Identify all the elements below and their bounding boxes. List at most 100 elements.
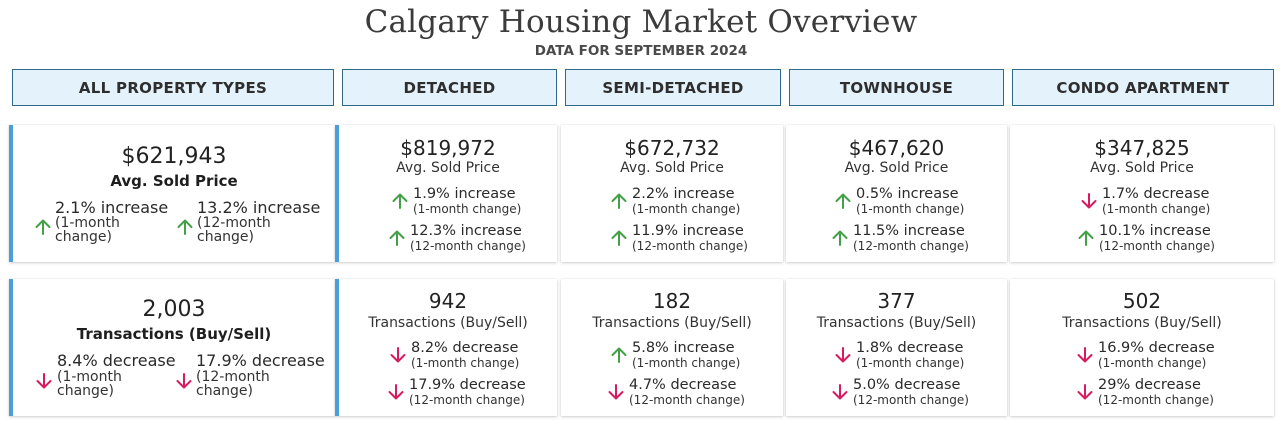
all-tx-12m-sub1: (12-month <box>196 369 270 385</box>
all-tx-1m-sub2: change) <box>57 383 114 399</box>
arrow-up-icon <box>1078 230 1094 246</box>
change-pct: 16.9% decrease <box>1098 340 1215 356</box>
arrow-up-icon <box>35 219 51 235</box>
change-sub: (1-month change) <box>856 201 965 216</box>
all-price-1m-sub1: (1-month <box>55 215 120 231</box>
tx-value: 942 <box>428 289 468 313</box>
tx-label: Transactions (Buy/Sell) <box>816 315 977 331</box>
change-sub: (12-month change) <box>1098 392 1214 407</box>
arrow-up-icon <box>389 230 405 246</box>
change-1m: 2.2% increase (1-month change) <box>610 187 740 215</box>
arrow-up-icon <box>177 219 193 235</box>
price-value: $347,825 <box>1094 136 1190 160</box>
townhouse-tx-card: 377 Transactions (Buy/Sell) 1.8% decreas… <box>786 279 1007 416</box>
change-pct: 1.7% decrease <box>1102 186 1210 202</box>
tx-label: Transactions (Buy/Sell) <box>592 315 752 331</box>
price-label: Avg. Sold Price <box>1090 160 1194 176</box>
arrow-down-icon <box>388 383 404 400</box>
change-12m: 17.9% decrease (12-month change) <box>387 378 526 406</box>
change-12m: 11.5% increase (12-month change) <box>831 224 969 252</box>
all-price-12m-pct: 13.2% increase <box>197 198 321 217</box>
change-sub: (1-month change) <box>632 201 741 216</box>
townhouse-price-card: $467,620 Avg. Sold Price 0.5% increase (1… <box>786 125 1007 262</box>
change-sub: (12-month change) <box>629 392 745 407</box>
detached-price-card: $819,972 Avg. Sold Price 1.9% increase (1… <box>335 125 557 262</box>
arrow-down-icon <box>832 383 848 400</box>
change-1m: 1.8% decrease (1-month change) <box>834 341 964 369</box>
change-1m: 1.7% decrease (1-month change) <box>1080 187 1210 215</box>
arrow-down-icon <box>835 346 851 363</box>
change-sub: (1-month change) <box>632 355 741 370</box>
change-12m: 12.3% increase (12-month change) <box>388 224 526 252</box>
page-title: Calgary Housing Market Overview <box>364 4 918 40</box>
page-subtitle: DATA FOR SEPTEMBER 2024 <box>534 43 748 59</box>
arrow-up-icon <box>611 230 627 246</box>
change-pct: 1.8% decrease <box>856 340 964 356</box>
all-tx-label: Transactions (Buy/Sell) <box>76 325 272 343</box>
tx-label: Transactions (Buy/Sell) <box>368 315 528 331</box>
change-12m: 29% decrease (12-month change) <box>1076 378 1214 406</box>
arrow-up-icon <box>832 230 848 246</box>
all-price-12m-sub2: change) <box>197 229 254 245</box>
condo-price-card: $347,825 Avg. Sold Price 1.7% decrease (1… <box>1010 125 1274 262</box>
header-townhouse: TOWNHOUSE <box>789 69 1004 106</box>
change-pct: 17.9% decrease <box>409 377 526 393</box>
price-value: $672,732 <box>624 136 720 160</box>
change-sub: (1-month change) <box>1098 355 1207 370</box>
change-pct: 2.2% increase <box>632 186 735 202</box>
change-pct: 29% decrease <box>1098 377 1201 393</box>
change-sub: (12-month change) <box>1099 238 1215 253</box>
change-1m: 0.5% increase (1-month change) <box>834 187 964 215</box>
change-1m: 16.9% decrease (1-month change) <box>1076 341 1215 369</box>
arrow-down-icon <box>176 373 192 389</box>
change-12m: 11.9% increase (12-month change) <box>610 224 748 252</box>
tx-value: 377 <box>877 289 916 313</box>
price-value: $819,972 <box>400 136 496 160</box>
arrow-down-icon <box>390 346 406 363</box>
arrow-up-icon <box>392 193 408 209</box>
change-1m: 5.8% increase (1-month change) <box>610 341 740 369</box>
change-sub: (12-month change) <box>853 238 969 253</box>
change-pct: 12.3% increase <box>410 223 522 239</box>
all-tx-card: 2,003 Transactions (Buy/Sell) 8.4% decre… <box>9 279 335 416</box>
change-pct: 5.8% increase <box>632 340 735 356</box>
change-sub: (12-month change) <box>410 238 526 253</box>
change-12m: 4.7% decrease (12-month change) <box>607 378 745 406</box>
semi-detached-price-card: $672,732 Avg. Sold Price 2.2% increase (1… <box>561 125 783 262</box>
change-sub: (1-month change) <box>856 355 965 370</box>
tx-label: Transactions (Buy/Sell) <box>1062 315 1222 331</box>
header-detached: DETACHED <box>342 69 557 106</box>
change-pct: 11.5% increase <box>853 223 965 239</box>
price-value: $467,620 <box>848 136 945 160</box>
change-sub: (1-month change) <box>411 355 520 370</box>
change-sub: (1-month change) <box>1102 201 1211 216</box>
change-pct: 10.1% increase <box>1099 223 1211 239</box>
change-pct: 0.5% increase <box>856 186 959 202</box>
arrow-down-icon <box>1077 383 1093 400</box>
change-1m: 1.9% increase (1-month change) <box>391 187 521 215</box>
change-sub: (1-month change) <box>413 201 522 216</box>
arrow-up-icon <box>611 193 627 209</box>
change-sub: (12-month change) <box>632 238 748 253</box>
change-pct: 1.9% increase <box>413 186 516 202</box>
change-sub: (12-month change) <box>853 392 969 407</box>
all-tx-value: 2,003 <box>142 297 206 322</box>
change-pct: 5.0% decrease <box>853 377 961 393</box>
change-sub: (12-month change) <box>409 392 525 407</box>
tx-value: 502 <box>1122 289 1162 313</box>
arrow-down-icon <box>608 383 624 400</box>
all-tx-12m-pct: 17.9% decrease <box>196 351 325 370</box>
arrow-down-icon <box>36 373 52 389</box>
arrow-up-icon <box>835 193 851 209</box>
change-pct: 8.2% decrease <box>411 340 519 356</box>
arrow-down-icon <box>1081 192 1097 209</box>
change-12m: 10.1% increase (12-month change) <box>1077 224 1215 252</box>
arrow-down-icon <box>1077 346 1093 363</box>
header-semi-detached: SEMI-DETACHED <box>565 69 781 106</box>
change-12m: 5.0% decrease (12-month change) <box>831 378 969 406</box>
all-price-card: $621,943 Avg. Sold Price 2.1% increase (… <box>9 125 335 262</box>
price-label: Avg. Sold Price <box>844 160 949 176</box>
arrow-up-icon <box>611 347 627 363</box>
condo-tx-card: 502 Transactions (Buy/Sell) 16.9% decrea… <box>1010 279 1274 416</box>
all-price-1m-pct: 2.1% increase <box>55 198 169 217</box>
